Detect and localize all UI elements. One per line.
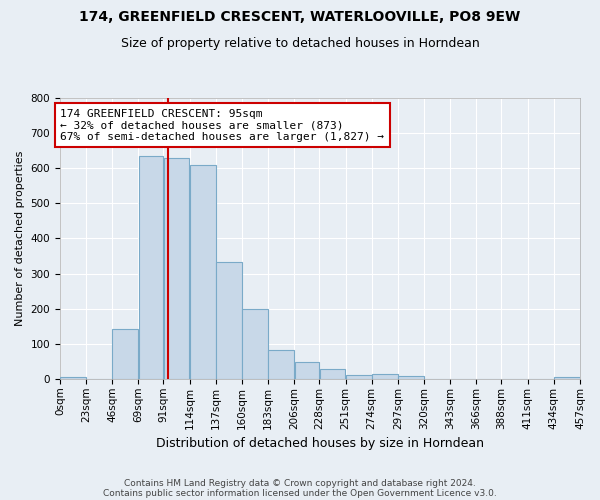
Bar bbox=[242, 308, 268, 379]
Y-axis label: Number of detached properties: Number of detached properties bbox=[15, 151, 25, 326]
Bar bbox=[295, 362, 319, 379]
Bar bbox=[216, 262, 242, 379]
Bar bbox=[164, 158, 190, 379]
Text: Contains HM Land Registry data © Crown copyright and database right 2024.: Contains HM Land Registry data © Crown c… bbox=[124, 478, 476, 488]
Bar bbox=[346, 374, 371, 379]
Bar bbox=[139, 156, 163, 379]
Text: 174 GREENFIELD CRESCENT: 95sqm
← 32% of detached houses are smaller (873)
67% of: 174 GREENFIELD CRESCENT: 95sqm ← 32% of … bbox=[61, 108, 385, 142]
Bar bbox=[60, 377, 86, 379]
Bar bbox=[320, 370, 346, 379]
Bar bbox=[554, 377, 580, 379]
Text: Size of property relative to detached houses in Horndean: Size of property relative to detached ho… bbox=[121, 38, 479, 51]
Text: Contains public sector information licensed under the Open Government Licence v3: Contains public sector information licen… bbox=[103, 488, 497, 498]
Text: 174, GREENFIELD CRESCENT, WATERLOOVILLE, PO8 9EW: 174, GREENFIELD CRESCENT, WATERLOOVILLE,… bbox=[79, 10, 521, 24]
Bar bbox=[372, 374, 398, 379]
Bar bbox=[268, 350, 294, 379]
Bar bbox=[190, 164, 215, 379]
Bar bbox=[398, 376, 424, 379]
X-axis label: Distribution of detached houses by size in Horndean: Distribution of detached houses by size … bbox=[156, 437, 484, 450]
Bar bbox=[112, 328, 138, 379]
